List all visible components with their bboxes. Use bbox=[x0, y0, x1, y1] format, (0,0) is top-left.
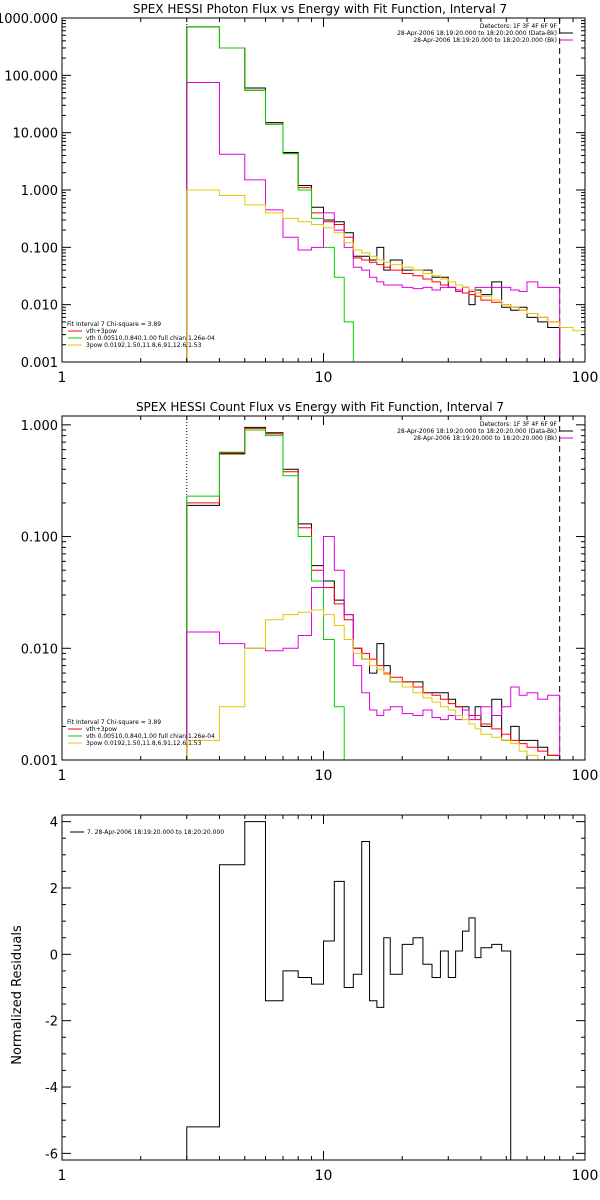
y-tick-label: 1000.000 bbox=[0, 12, 58, 27]
series-line-magenta bbox=[186, 82, 561, 362]
series-line-black bbox=[186, 26, 561, 362]
y-tick-label: 0.100 bbox=[21, 531, 58, 546]
y-tick-label: -2 bbox=[45, 1015, 58, 1030]
legend-line: vth 0.00510,0.840,1.00 full chian 1.26e-… bbox=[86, 733, 215, 740]
y-tick-label: 10.000 bbox=[13, 127, 59, 142]
x-tick-label: 100 bbox=[572, 768, 599, 784]
y-tick-label: 2 bbox=[50, 882, 58, 897]
series-line-black bbox=[186, 821, 520, 1160]
x-tick-label: 1 bbox=[58, 370, 67, 386]
x-tick-label: 100 bbox=[572, 370, 599, 386]
y-tick-label: 1.000 bbox=[21, 419, 58, 434]
x-tick-label: 1 bbox=[58, 1168, 67, 1184]
legend-line: 3pow 0.0192,1.50,11.8,6.91,12.6,1.53 bbox=[86, 740, 202, 747]
legend-line: 3pow 0.0192,1.50,11.8,6.91,12.6,1.53 bbox=[86, 342, 202, 349]
legend-line: Fit Interval 7 Chi-square = 3.89 bbox=[67, 719, 161, 726]
y-tick-label: 0.010 bbox=[21, 299, 58, 314]
legend-line: vth+3pow bbox=[86, 726, 117, 733]
x-tick-label: 100 bbox=[572, 1168, 599, 1184]
y-tick-label: 0.100 bbox=[21, 241, 58, 256]
series-group bbox=[186, 821, 520, 1160]
y-tick-label: -6 bbox=[45, 1147, 58, 1162]
header-line: Detectors: 1F 3F 4F 6F 9F bbox=[480, 421, 558, 428]
series-line-red bbox=[186, 26, 561, 362]
plot-frame bbox=[61, 814, 586, 1161]
series-line-green bbox=[186, 429, 345, 760]
legend-line: Fit Interval 7 Chi-square = 3.89 bbox=[67, 321, 161, 328]
legend-line: vth+3pow bbox=[86, 328, 117, 335]
photon-flux-panel: SPEX HESSI Photon Flux vs Energy with Fi… bbox=[0, 2, 598, 386]
plot-frame bbox=[61, 17, 586, 363]
series-line-magenta bbox=[186, 536, 561, 760]
x-tick-label: 1 bbox=[58, 768, 67, 784]
y-tick-label: 1.000 bbox=[21, 184, 58, 199]
header-line: Detectors: 1F 3F 4F 6F 9F bbox=[480, 23, 558, 30]
photon-flux-title: SPEX HESSI Photon Flux vs Energy with Fi… bbox=[133, 2, 507, 16]
series-line-yellow bbox=[186, 189, 585, 362]
y-tick-label: 0.010 bbox=[21, 642, 58, 657]
header-line: 28-Apr-2006 18:19:20.000 to 18:20:20.000… bbox=[413, 435, 557, 442]
y-tick-label: 100.000 bbox=[4, 69, 58, 84]
header-line: 28-Apr-2006 18:19:20.000 to 18:20:20.000… bbox=[413, 37, 557, 44]
count-flux-title: SPEX HESSI Count Flux vs Energy with Fit… bbox=[136, 400, 504, 414]
series-group bbox=[186, 26, 585, 362]
y-tick-label: 0.001 bbox=[21, 754, 58, 769]
residuals-panel: Normalized Residuals 1 10 100 -6 -4 -2 0 2 4 7. 2… bbox=[10, 814, 599, 1184]
series-line-green bbox=[186, 26, 354, 362]
count-flux-panel: SPEX HESSI Count Flux vs Energy with Fit… bbox=[21, 400, 599, 784]
legend-line: vth 0.00510,0.840,1.00 full chian 1.26e-… bbox=[86, 335, 215, 342]
y-tick-label: 0.001 bbox=[21, 356, 58, 371]
y-tick-label: 0 bbox=[50, 948, 58, 963]
series-line-yellow bbox=[186, 609, 561, 760]
y-tick-label: -4 bbox=[45, 1081, 58, 1096]
series-group bbox=[186, 426, 561, 760]
x-tick-label: 10 bbox=[315, 370, 333, 386]
series-line-red bbox=[186, 427, 561, 760]
legend-line: 7. 28-Apr-2006 18:19:20.000 to 18:20:20.… bbox=[87, 829, 224, 836]
y-tick-label: 4 bbox=[50, 816, 58, 831]
x-tick-label: 10 bbox=[315, 1168, 333, 1184]
x-tick-label: 10 bbox=[315, 768, 333, 784]
residuals-y-axis-label: Normalized Residuals bbox=[10, 925, 25, 1065]
header-line: 28-Apr-2006 18:19:20.000 to 18:20:20.000… bbox=[397, 30, 557, 37]
header-line: 28-Apr-2006 18:19:20.000 to 18:20:20.000… bbox=[397, 428, 557, 435]
